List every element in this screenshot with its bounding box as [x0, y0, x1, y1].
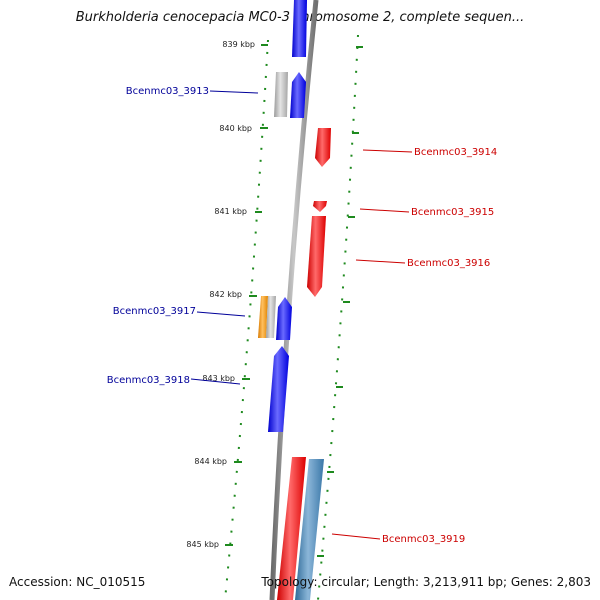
- gene-labels: Bcenmc03_3913 Bcenmc03_3917 Bcenmc03_391…: [107, 86, 498, 545]
- accession-text: Accession: NC_010515: [9, 575, 146, 589]
- gene-orange-3917[interactable]: [258, 296, 268, 338]
- gene-red-3919[interactable]: [277, 457, 306, 600]
- gene-bcenmc03-3917[interactable]: [276, 297, 292, 340]
- gene-gray-3917[interactable]: [266, 296, 276, 338]
- gene-label-3917[interactable]: Bcenmc03_3917: [113, 306, 196, 317]
- gene-bcenmc03-3915[interactable]: [313, 201, 327, 212]
- tick-labels: 839 kbp 840 kbp 841 kbp 842 kbp 843 kbp …: [186, 40, 255, 549]
- tick-label-844: 844 kbp: [194, 457, 227, 466]
- tick-label-842: 842 kbp: [209, 290, 242, 299]
- gene-gray-3913[interactable]: [274, 72, 288, 117]
- gene-label-3918[interactable]: Bcenmc03_3918: [107, 375, 190, 386]
- gene-bcenmc03-3919[interactable]: [295, 459, 324, 600]
- tick-label-843: 843 kbp: [202, 374, 235, 383]
- gene-bcenmc03-3918[interactable]: [268, 346, 289, 432]
- gene-label-3915[interactable]: Bcenmc03_3915: [411, 207, 494, 218]
- gene-blue-top[interactable]: [292, 0, 307, 57]
- tick-label-841: 841 kbp: [214, 207, 247, 216]
- tick-label-840: 840 kbp: [219, 124, 252, 133]
- tick-label-839: 839 kbp: [222, 40, 255, 49]
- gene-label-3914[interactable]: Bcenmc03_3914: [414, 147, 497, 158]
- gene-label-3916[interactable]: Bcenmc03_3916: [407, 258, 490, 269]
- gene-bcenmc03-3916[interactable]: [307, 216, 326, 297]
- tick-label-845: 845 kbp: [186, 540, 219, 549]
- label-leaders: [190, 90, 413, 540]
- gene-bcenmc03-3913[interactable]: [290, 72, 306, 118]
- topology-text: Topology: circular; Length: 3,213,911 bp…: [261, 575, 591, 589]
- gene-label-3913[interactable]: Bcenmc03_3913: [126, 86, 209, 97]
- gene-label-3919[interactable]: Bcenmc03_3919: [382, 534, 465, 545]
- outer-ring-right: [317, 34, 359, 600]
- tick-marks: [225, 44, 363, 557]
- chromosome-backbone: [269, 0, 319, 600]
- gene-bcenmc03-3914[interactable]: [315, 128, 331, 167]
